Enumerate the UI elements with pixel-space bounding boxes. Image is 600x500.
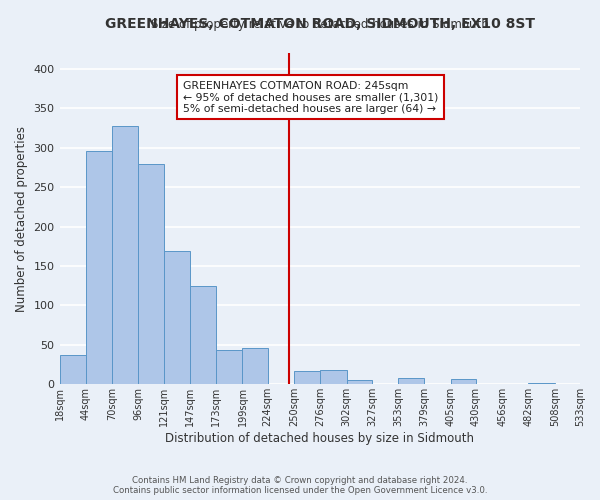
Bar [164,251,190,384]
Y-axis label: Number of detached properties: Number of detached properties [15,126,28,312]
Bar [112,126,139,384]
Bar [294,371,320,384]
Bar [242,348,268,385]
Bar [139,164,164,384]
X-axis label: Distribution of detached houses by size in Sidmouth: Distribution of detached houses by size … [165,432,474,445]
Bar [86,151,112,384]
Bar [398,378,424,384]
Title: GREENHAYES, COTMATON ROAD, SIDMOUTH, EX10 8ST: GREENHAYES, COTMATON ROAD, SIDMOUTH, EX1… [105,17,535,31]
Bar [451,379,476,384]
Bar [347,380,372,384]
Bar [216,350,242,384]
Bar [59,355,86,384]
Bar [190,286,216,384]
Bar [529,382,555,384]
Text: Size of property relative to detached houses in Sidmouth: Size of property relative to detached ho… [151,18,488,32]
Text: Contains HM Land Registry data © Crown copyright and database right 2024.
Contai: Contains HM Land Registry data © Crown c… [113,476,487,495]
Text: GREENHAYES COTMATON ROAD: 245sqm
← 95% of detached houses are smaller (1,301)
5%: GREENHAYES COTMATON ROAD: 245sqm ← 95% o… [183,80,438,114]
Bar [320,370,347,384]
